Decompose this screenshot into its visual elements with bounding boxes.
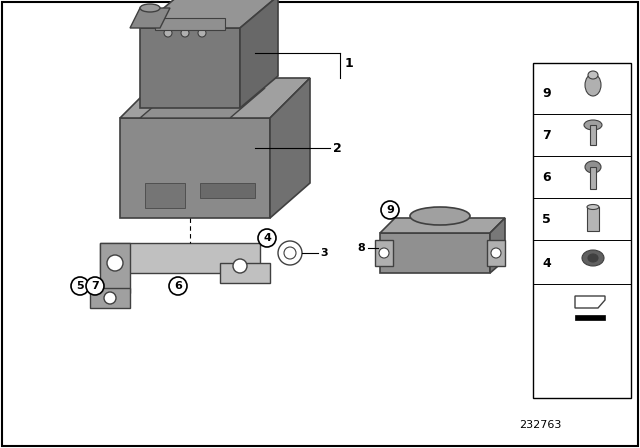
Text: 4: 4	[542, 257, 551, 270]
Ellipse shape	[585, 161, 601, 173]
Circle shape	[169, 277, 187, 295]
Ellipse shape	[582, 250, 604, 266]
FancyBboxPatch shape	[575, 315, 605, 320]
Polygon shape	[240, 0, 278, 108]
FancyBboxPatch shape	[587, 207, 599, 231]
Text: 6: 6	[174, 281, 182, 291]
Ellipse shape	[140, 4, 160, 12]
FancyBboxPatch shape	[200, 183, 255, 198]
Circle shape	[71, 277, 89, 295]
Circle shape	[491, 248, 501, 258]
Polygon shape	[130, 8, 170, 28]
Circle shape	[379, 248, 389, 258]
Ellipse shape	[585, 74, 601, 96]
Text: 3: 3	[320, 248, 328, 258]
Text: 7: 7	[91, 281, 99, 291]
Text: 232763: 232763	[519, 420, 561, 430]
Circle shape	[284, 247, 296, 259]
Polygon shape	[100, 243, 130, 293]
Ellipse shape	[587, 204, 599, 210]
Polygon shape	[140, 28, 240, 108]
Polygon shape	[487, 240, 505, 266]
Text: 2: 2	[333, 142, 342, 155]
Ellipse shape	[588, 71, 598, 79]
Ellipse shape	[584, 120, 602, 130]
Text: 9: 9	[542, 86, 550, 99]
Polygon shape	[375, 240, 393, 266]
Circle shape	[86, 277, 104, 295]
Polygon shape	[120, 118, 270, 218]
Ellipse shape	[588, 254, 598, 262]
Text: 4: 4	[263, 233, 271, 243]
Circle shape	[233, 259, 247, 273]
Text: 5: 5	[542, 212, 551, 225]
Polygon shape	[270, 78, 310, 218]
Text: 1: 1	[345, 56, 354, 69]
Polygon shape	[140, 88, 265, 118]
FancyBboxPatch shape	[590, 125, 596, 145]
Circle shape	[181, 29, 189, 37]
Circle shape	[164, 29, 172, 37]
FancyBboxPatch shape	[533, 63, 631, 398]
Circle shape	[107, 255, 123, 271]
Circle shape	[258, 229, 276, 247]
Polygon shape	[120, 78, 310, 118]
Ellipse shape	[410, 207, 470, 225]
FancyBboxPatch shape	[145, 183, 185, 208]
FancyBboxPatch shape	[155, 18, 225, 30]
Text: 7: 7	[542, 129, 551, 142]
Polygon shape	[380, 233, 490, 273]
Polygon shape	[380, 218, 505, 233]
Text: 6: 6	[542, 171, 550, 184]
Polygon shape	[90, 288, 130, 308]
Text: 9: 9	[386, 205, 394, 215]
Text: 8: 8	[357, 243, 365, 253]
Polygon shape	[220, 263, 270, 283]
Circle shape	[278, 241, 302, 265]
Circle shape	[104, 292, 116, 304]
Polygon shape	[100, 243, 260, 273]
Polygon shape	[490, 218, 505, 273]
Circle shape	[381, 201, 399, 219]
Polygon shape	[140, 0, 278, 28]
Text: 5: 5	[76, 281, 84, 291]
FancyBboxPatch shape	[590, 167, 596, 189]
Circle shape	[198, 29, 206, 37]
